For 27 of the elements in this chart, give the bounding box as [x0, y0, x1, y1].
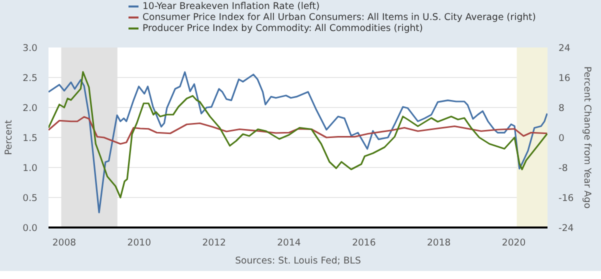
y2-tick-label: 0: [558, 133, 564, 144]
legend-label: Consumer Price Index for All Urban Consumers: All Items in U.S. City Average (right): [142, 12, 536, 23]
y2-axis-title: Percent Change from Year Ago: [582, 66, 593, 209]
y-tick-label: 0.0: [22, 223, 38, 234]
x-tick-label: 2014: [277, 238, 301, 248]
y-tick-label: 0.5: [22, 193, 38, 204]
x-tick-label: 2010: [127, 238, 152, 248]
x-tick-label: 2020: [502, 238, 526, 248]
y-tick-label: 1.0: [22, 163, 38, 174]
legend-label: 10-Year Breakeven Inflation Rate (left): [142, 1, 320, 12]
y2-tick-label: -8: [558, 163, 568, 174]
y2-tick-label: 24: [558, 43, 570, 54]
x-tick-label: 2012: [202, 238, 226, 248]
y2-tick-label: -16: [558, 193, 574, 204]
x-tick-label: 2018: [426, 238, 451, 248]
y2-tick-label: -24: [558, 223, 574, 234]
x-tick-label: 2008: [52, 238, 76, 248]
y-tick-label: 2.5: [22, 73, 38, 84]
source-note: Sources: St. Louis Fed; BLS: [235, 256, 361, 266]
y2-tick-label: 8: [558, 103, 564, 114]
x-tick-label: 2016: [352, 238, 376, 248]
y-axis-title: Percent: [4, 120, 15, 156]
y2-tick-label: 16: [558, 73, 570, 84]
y-tick-label: 1.5: [22, 133, 38, 144]
y-tick-label: 3.0: [22, 43, 38, 54]
y-tick-label: 2.0: [22, 103, 38, 114]
legend-label: Producer Price Index by Commodity: All Commodities (right): [142, 23, 423, 34]
